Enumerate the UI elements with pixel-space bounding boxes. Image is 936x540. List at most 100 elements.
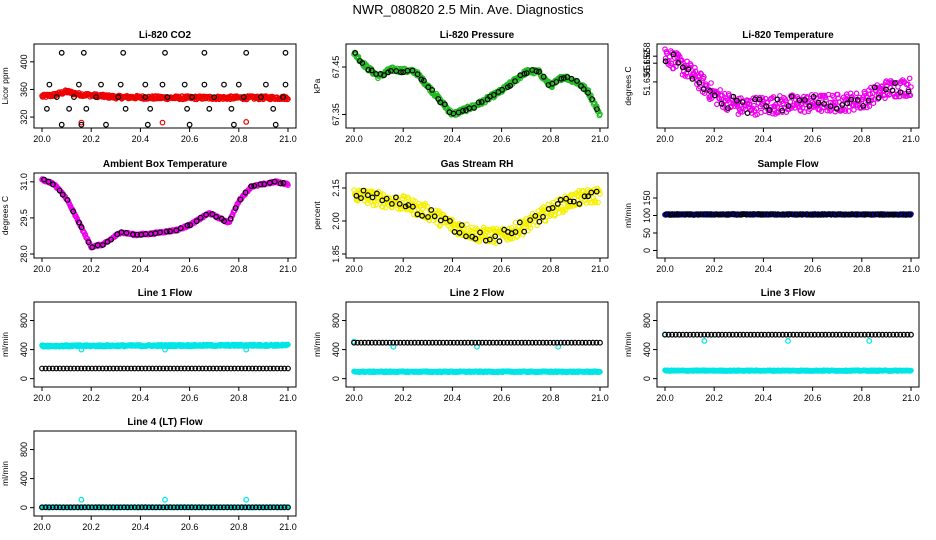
data-point [908, 367, 914, 374]
data-point [278, 504, 284, 511]
data-point [64, 504, 70, 511]
data-point [592, 199, 599, 206]
data-point [464, 221, 470, 228]
data-point [726, 331, 733, 338]
data-point [60, 504, 67, 511]
data-point [883, 86, 889, 93]
data-point [504, 339, 511, 346]
data-point [508, 339, 514, 346]
plot-frame [33, 43, 297, 129]
x-tick-label: 20.2 [82, 522, 100, 532]
data-point [714, 101, 720, 108]
data-point [365, 66, 372, 73]
data-point [138, 365, 145, 372]
data-point [842, 211, 849, 218]
data-point [96, 504, 102, 511]
data-point [844, 100, 851, 107]
data-point [386, 339, 393, 346]
data-point [709, 211, 715, 218]
data-point [821, 100, 827, 107]
y-tick-label: 100 [642, 208, 652, 223]
data-point [123, 229, 130, 236]
data-point [843, 331, 850, 338]
data-point [527, 217, 533, 224]
data-point [861, 331, 868, 338]
plot-area [39, 496, 291, 511]
data-point [75, 81, 82, 88]
x-tick-label: 20.2 [705, 134, 723, 144]
data-point [110, 365, 117, 372]
series-cyan [662, 367, 914, 374]
data-point [71, 504, 77, 511]
data-point [525, 339, 532, 346]
data-point [679, 64, 686, 71]
data-point [358, 195, 364, 202]
x-tick-label: 20.8 [853, 134, 871, 144]
y-axis-label: Licor ppm [0, 67, 10, 104]
data-point [833, 105, 840, 112]
series-black [39, 504, 291, 511]
data-point [203, 365, 209, 372]
data-point [280, 94, 287, 100]
data-point [184, 105, 191, 112]
data-point [897, 89, 904, 96]
data-point [557, 339, 564, 346]
data-point [256, 365, 263, 372]
data-point [122, 105, 129, 112]
data-point [685, 66, 692, 73]
data-point [282, 81, 289, 88]
data-point [892, 80, 898, 86]
y-axis-label: degrees C [623, 66, 633, 105]
data-point [277, 180, 284, 187]
data-point [866, 103, 873, 110]
data-point [772, 331, 779, 338]
data-point [842, 108, 849, 114]
data-point [429, 339, 436, 346]
series-cyan [351, 368, 603, 376]
y-tick-label: 150 [642, 190, 652, 205]
data-point [252, 504, 259, 511]
x-tick-label: 21.0 [279, 522, 297, 532]
series-magenta [662, 46, 914, 118]
data-point [866, 338, 873, 344]
data-point [428, 207, 435, 213]
data-point [486, 236, 493, 243]
data-point [146, 504, 152, 511]
data-point [131, 504, 138, 511]
data-point [590, 195, 597, 201]
data-point [834, 91, 841, 98]
panel-title: Ambient Box Temperature [103, 159, 228, 170]
data-point [56, 365, 63, 372]
data-point [228, 105, 235, 112]
plot-area [351, 49, 603, 119]
data-point [692, 68, 699, 75]
data-point [770, 94, 777, 100]
x-tick-label: 20.0 [33, 264, 51, 274]
y-axis-label: kPa [312, 78, 322, 93]
data-point [697, 331, 704, 338]
data-point [163, 504, 170, 511]
data-point [766, 107, 773, 114]
data-point [691, 71, 698, 78]
data-point [243, 49, 250, 56]
data-point [866, 211, 873, 218]
data-point [863, 211, 870, 218]
data-point [83, 105, 90, 112]
y-axis-label: ml/min [0, 332, 10, 357]
data-point [854, 331, 861, 338]
data-point [883, 331, 889, 338]
x-tick-label: 20.2 [394, 134, 412, 144]
data-point [690, 331, 697, 338]
plot-frame [656, 43, 920, 129]
data-point [543, 339, 550, 346]
data-point [231, 504, 238, 511]
data-point [270, 504, 277, 511]
data-point [213, 504, 220, 511]
data-point [456, 229, 463, 236]
data-point [479, 339, 486, 346]
y-tick-label: 51.652 [642, 49, 652, 77]
data-point [737, 331, 743, 338]
data-point [797, 211, 804, 218]
data-point [252, 365, 259, 372]
